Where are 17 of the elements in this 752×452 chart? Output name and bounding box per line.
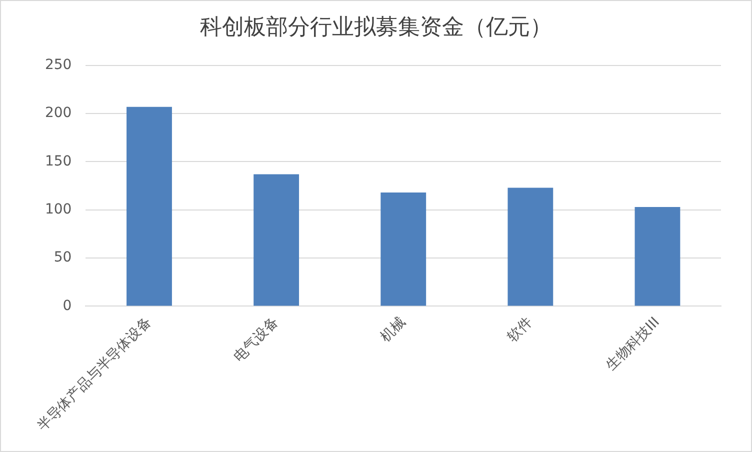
y-tick-label: 150 xyxy=(44,153,72,170)
chart-title: 科创板部分行业拟募集资金（亿元） xyxy=(200,14,552,40)
x-tick-label: 软件 xyxy=(504,314,536,346)
bar xyxy=(508,188,554,306)
x-tick-label: 生物科技III xyxy=(603,314,663,374)
bar xyxy=(126,106,172,306)
y-tick-label: 250 xyxy=(44,57,72,74)
x-tick-label: 半导体产品与半导体设备 xyxy=(34,314,155,434)
bar xyxy=(254,174,300,306)
bar xyxy=(634,207,680,306)
y-tick-label: 200 xyxy=(44,105,72,122)
x-tick-label: 电气设备 xyxy=(230,314,282,366)
x-tick-label: 机械 xyxy=(378,314,409,346)
y-tick-label: 0 xyxy=(62,298,72,314)
y-tick-label: 50 xyxy=(54,250,72,266)
bar xyxy=(380,192,426,306)
y-tick-label: 100 xyxy=(44,202,72,218)
